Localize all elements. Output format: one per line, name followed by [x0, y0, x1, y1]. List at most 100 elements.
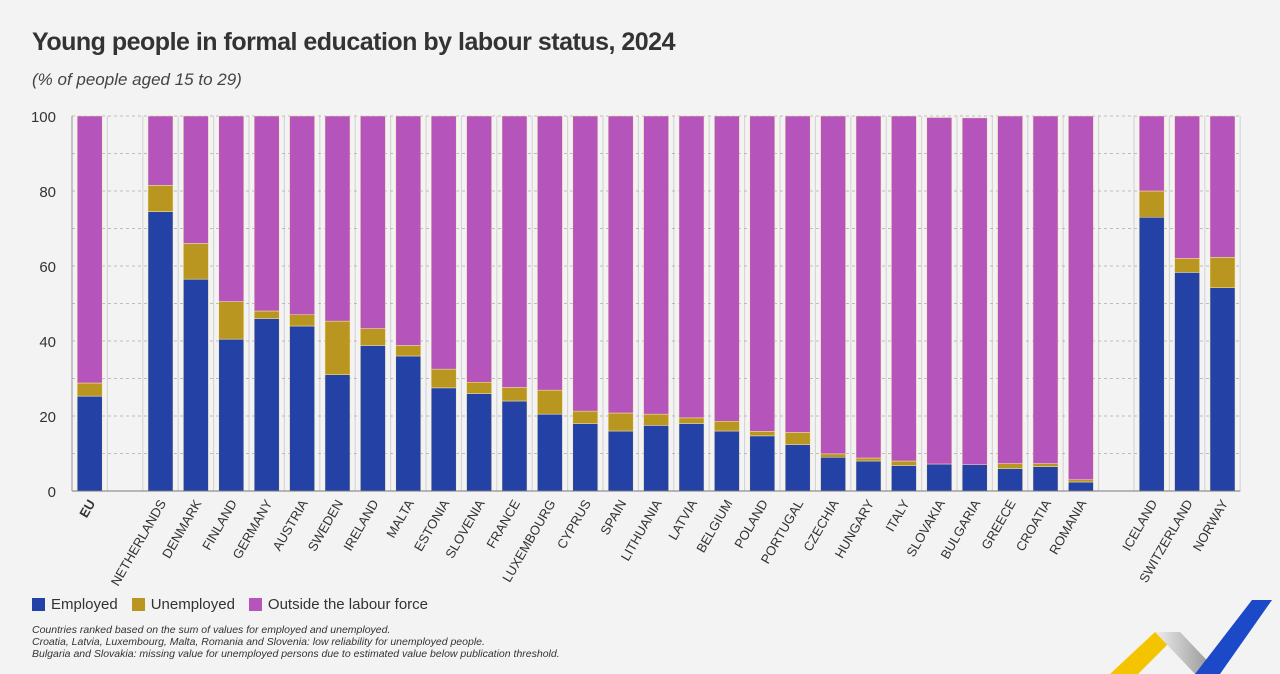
bar-segment-outside-the-labour-force [643, 115, 669, 415]
bar-segment-unemployed [572, 410, 599, 424]
x-tick-label: IRELAND [340, 497, 381, 553]
bar-segment-outside-the-labour-force [997, 115, 1023, 464]
legend-item-outside[interactable]: Outside the labour force [248, 596, 429, 613]
bar-segment-employed [253, 318, 280, 492]
x-tick-label: FINLAND [199, 497, 240, 553]
bar-segment-outside-the-labour-force [183, 115, 209, 244]
bar-segment-employed [430, 387, 457, 492]
bar-segment-unemployed [643, 413, 669, 426]
bar-segment-unemployed [678, 417, 705, 424]
bar-segment-employed [749, 435, 776, 492]
legend-swatch [248, 598, 262, 611]
bar-segment-outside-the-labour-force [572, 115, 599, 412]
x-tick-label: FRANCE [483, 497, 523, 551]
bar-segment-outside-the-labour-force [360, 115, 386, 329]
bar-segment-employed [360, 345, 386, 492]
bar-segment-employed [926, 463, 953, 492]
bar-segment-unemployed [324, 320, 351, 375]
bar-segment-unemployed [1174, 258, 1200, 273]
bar-segment-employed [1138, 217, 1165, 492]
bar-segment-unemployed [820, 453, 846, 458]
chart-subtitle: (% of people aged 15 to 29) [32, 70, 242, 89]
bar-segment-outside-the-labour-force [1174, 115, 1200, 259]
bar-segment-outside-the-labour-force [678, 115, 705, 419]
bar-segment-employed [961, 464, 988, 492]
bar-segment-unemployed [749, 431, 776, 437]
footnotes: Countries ranked based on the sum of val… [32, 624, 560, 660]
y-tick-label: 40 [39, 334, 56, 351]
bar-segment-outside-the-labour-force [820, 115, 846, 455]
bar-segment-unemployed [360, 328, 386, 346]
legend-swatch [131, 598, 145, 611]
bar-segment-unemployed [537, 389, 563, 415]
bar-segment-outside-the-labour-force [891, 115, 917, 462]
x-tick-label: BELGIUM [693, 497, 735, 555]
bar-segment-outside-the-labour-force [395, 115, 422, 346]
bar-segment-employed [1174, 272, 1200, 492]
legend-item-unemployed[interactable]: Unemployed [131, 596, 235, 613]
bar-segment-employed [607, 430, 634, 492]
legend-swatch [32, 598, 45, 611]
bar-segment-employed [891, 465, 917, 492]
bar-segment-outside-the-labour-force [714, 115, 740, 422]
bar-segment-employed [1032, 466, 1059, 492]
x-tick-label: ITALY [882, 497, 912, 534]
bar-segment-unemployed [430, 368, 457, 389]
x-tick-label: EU [76, 497, 98, 520]
bar-segment-unemployed [147, 185, 174, 212]
footnote: Croatia, Latvia, Luxembourg, Malta, Roma… [32, 636, 485, 648]
bar-segment-employed [76, 395, 103, 492]
bar-segment-unemployed [997, 463, 1023, 469]
legend-label: Unemployed [150, 596, 235, 613]
x-tick-label: GREECE [978, 497, 1019, 552]
bar-segment-outside-the-labour-force [76, 115, 103, 384]
bar-segment-employed [1209, 287, 1236, 492]
bar-segment-unemployed [466, 382, 492, 394]
bar-segment-unemployed [218, 301, 245, 340]
x-tick-label: LATVIA [665, 497, 700, 543]
bar-segment-outside-the-labour-force [855, 115, 882, 459]
x-tick-label: NETHERLANDS [108, 497, 170, 589]
bar-segment-unemployed [76, 382, 103, 397]
bar-segment-employed [466, 393, 492, 492]
bar-segment-outside-the-labour-force [430, 115, 457, 370]
bar-segment-employed [572, 423, 599, 492]
bar-segment-employed [183, 278, 209, 492]
bar-segment-unemployed [607, 412, 634, 432]
bar-segment-employed [501, 400, 528, 492]
bar-segment-outside-the-labour-force [147, 115, 174, 186]
bar-segment-employed [1068, 481, 1094, 492]
bar-segment-outside-the-labour-force [253, 115, 280, 312]
bar-segment-outside-the-labour-force [926, 117, 953, 465]
bar-segment-outside-the-labour-force [466, 115, 492, 383]
legend-item-employed[interactable]: Employed [32, 596, 118, 613]
bar-segment-outside-the-labour-force [1138, 115, 1165, 192]
bar-segment-unemployed [855, 457, 882, 462]
y-tick-label: 60 [39, 259, 56, 276]
bar-segment-outside-the-labour-force [501, 115, 528, 388]
legend-label: Employed [51, 596, 118, 613]
bar-segment-employed [218, 338, 245, 492]
y-tick-label: 80 [39, 184, 56, 201]
bar-segment-unemployed [1209, 257, 1236, 288]
bar-segment-unemployed [501, 387, 528, 402]
bar-segment-unemployed [784, 432, 811, 445]
bar-segment-unemployed [714, 421, 740, 432]
bar-segment-unemployed [1032, 463, 1059, 467]
bar-segment-employed [820, 457, 846, 492]
bar-segment-outside-the-labour-force [784, 115, 811, 433]
bar-segment-outside-the-labour-force [289, 115, 315, 315]
legend-label: Outside the labour force [267, 596, 429, 613]
bar-segment-employed [324, 374, 351, 492]
bar-segment-employed [714, 430, 740, 492]
bar-segment-unemployed [289, 314, 315, 327]
bar-segment-unemployed [891, 460, 917, 466]
bar-segment-unemployed [1138, 190, 1165, 218]
bar-segment-outside-the-labour-force [961, 117, 988, 465]
footnote: Countries ranked based on the sum of val… [32, 624, 391, 636]
y-tick-label: 20 [39, 409, 56, 426]
bar-segment-unemployed [183, 243, 209, 280]
legend: Employed Unemployed Outside the labour f… [32, 596, 428, 613]
bar-segment-unemployed [1068, 479, 1094, 483]
bar-segment-outside-the-labour-force [1032, 115, 1059, 464]
